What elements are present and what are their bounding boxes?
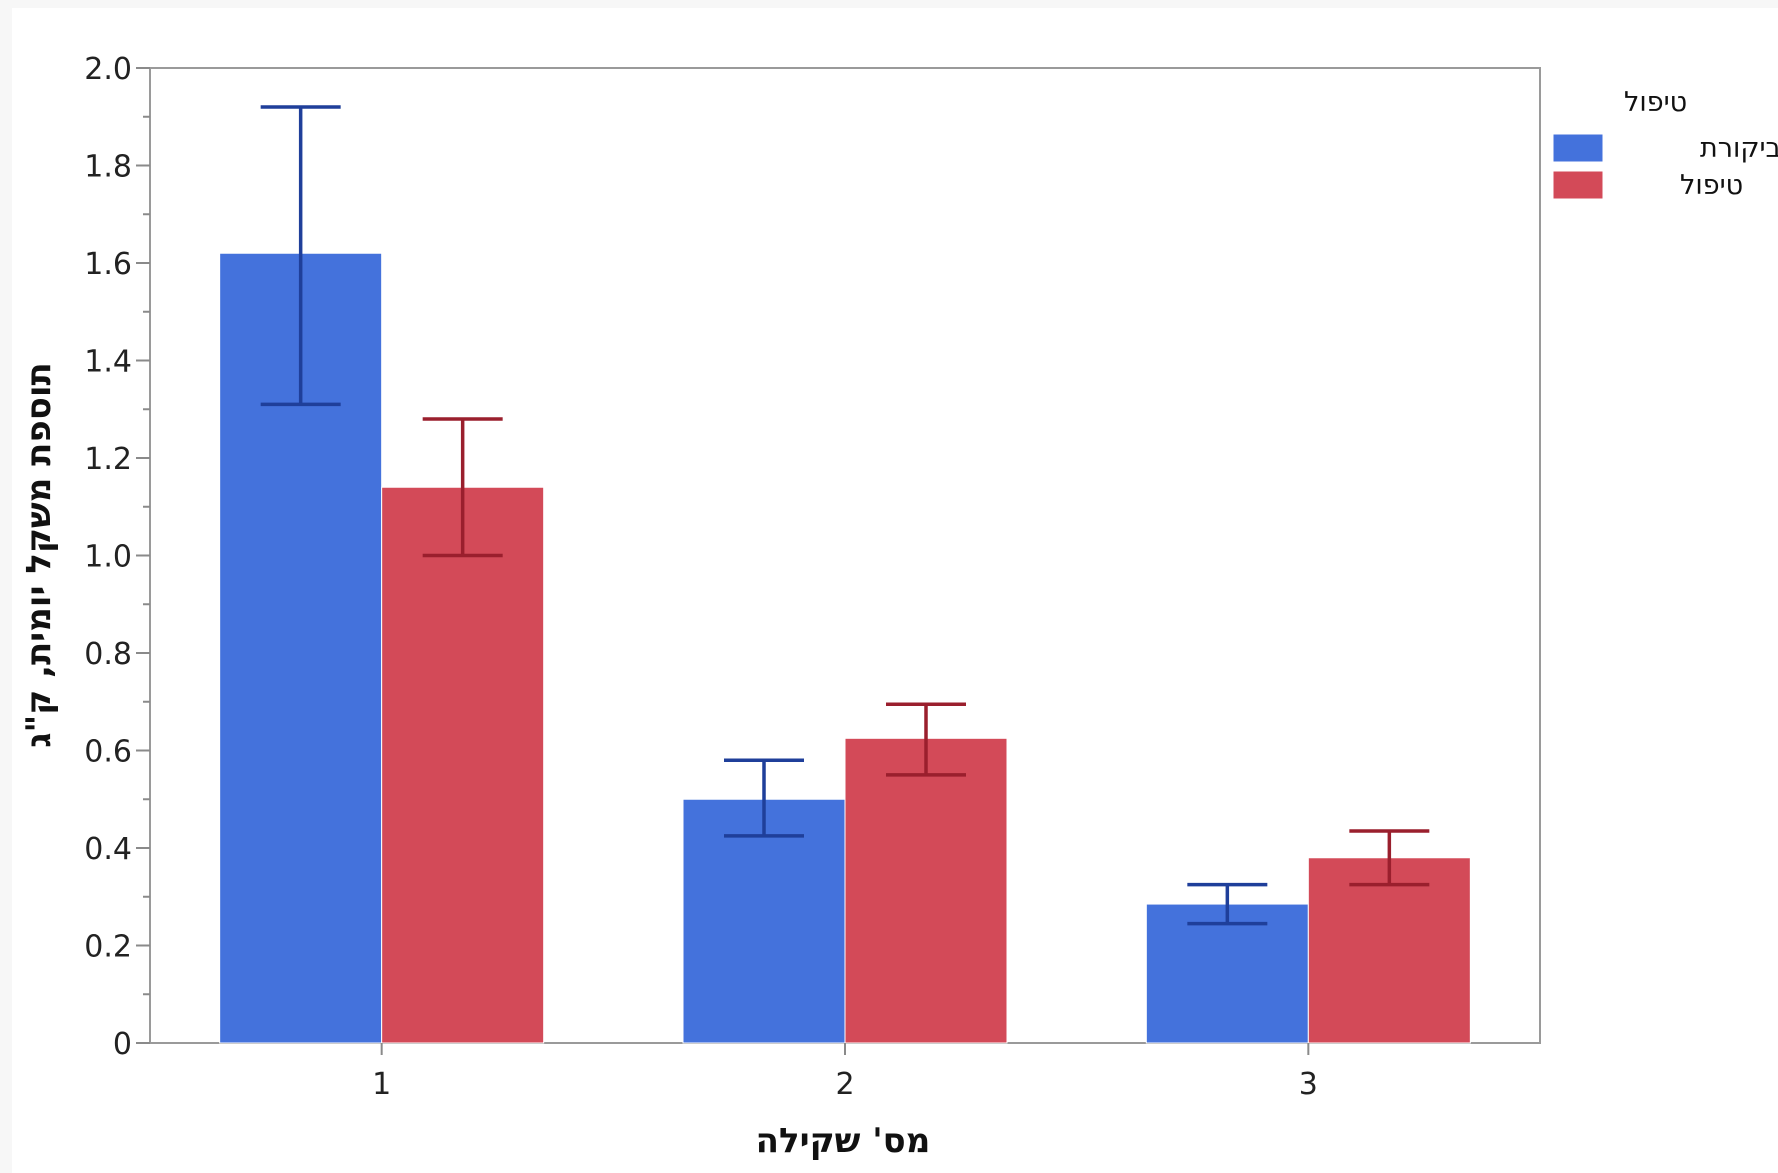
y-tick-label: 1.0 [84, 540, 132, 575]
y-tick-label: 1.8 [84, 150, 132, 185]
error-bars-layer [260, 105, 1430, 926]
y-axis-title: תוספת משקל יומית, ק"ג [19, 362, 59, 747]
y-tick-label: 1.4 [84, 345, 132, 380]
x-tick-label: 2 [835, 1067, 854, 1102]
bar [381, 486, 545, 1044]
y-tick-label: 0.6 [84, 735, 132, 770]
y-tick-label: 1.6 [84, 247, 132, 282]
y-tick-label: 2.0 [84, 52, 132, 87]
legend-label-control: ביקורת [1700, 133, 1778, 164]
y-tick-label: 0.2 [84, 930, 132, 965]
y-tick-label: 0.8 [84, 637, 132, 672]
x-tick-label: 3 [1299, 1067, 1318, 1102]
y-axis: 0 0.2 0.4 0.6 0.8 1.0 1.2 1.4 1.6 1.8 2.0 [84, 52, 150, 1062]
bar [844, 737, 1008, 1044]
x-tick-label: 1 [372, 1067, 391, 1102]
legend-title: טיפול [1624, 87, 1687, 118]
y-tick-label: 0 [113, 1027, 132, 1062]
legend-label-treatment: טיפול [1680, 170, 1743, 201]
y-tick-label: 0.4 [84, 832, 132, 867]
bars-layer [219, 252, 1471, 1044]
legend-swatch-treatment [1552, 170, 1604, 200]
bar [682, 798, 846, 1044]
legend-swatch-control [1552, 133, 1604, 163]
bar [1307, 857, 1471, 1044]
y-tick-label: 1.2 [84, 442, 132, 477]
x-axis: 1 2 3 [372, 1043, 1318, 1102]
legend: טיפול ביקורת טיפול [1552, 87, 1778, 201]
x-axis-title: מס' שקילה [756, 1121, 931, 1161]
